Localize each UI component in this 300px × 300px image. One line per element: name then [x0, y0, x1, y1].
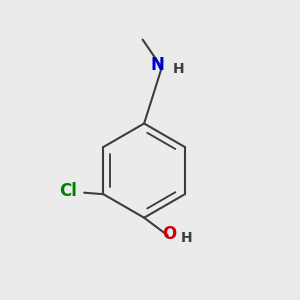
Text: O: O — [162, 225, 176, 243]
Text: N: N — [150, 56, 164, 74]
Text: Cl: Cl — [59, 182, 77, 200]
Text: H: H — [181, 231, 193, 245]
Text: H: H — [173, 62, 184, 76]
